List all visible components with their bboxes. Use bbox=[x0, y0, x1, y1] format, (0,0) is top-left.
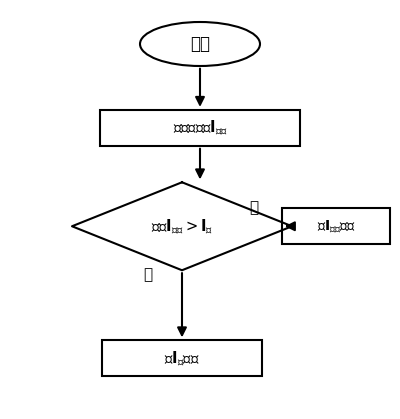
Text: 按$\mathbf{I}_{负载}$输出: 按$\mathbf{I}_{负载}$输出 bbox=[316, 218, 356, 235]
Text: 开始: 开始 bbox=[190, 35, 210, 53]
Text: 负载电流：$\mathbf{I}_{负载}$: 负载电流：$\mathbf{I}_{负载}$ bbox=[172, 118, 228, 137]
Text: 否: 否 bbox=[250, 200, 258, 215]
Text: 判断$\mathbf{I}_{负载}$$>$$\mathbf{I}_{限}$: 判断$\mathbf{I}_{负载}$$>$$\mathbf{I}_{限}$ bbox=[151, 217, 213, 236]
Bar bbox=[102, 340, 262, 376]
Text: 按$\mathbf{I}_{限}$输出: 按$\mathbf{I}_{限}$输出 bbox=[164, 349, 200, 368]
Text: 是: 是 bbox=[144, 267, 152, 282]
Bar bbox=[100, 110, 300, 146]
Bar bbox=[282, 208, 390, 244]
